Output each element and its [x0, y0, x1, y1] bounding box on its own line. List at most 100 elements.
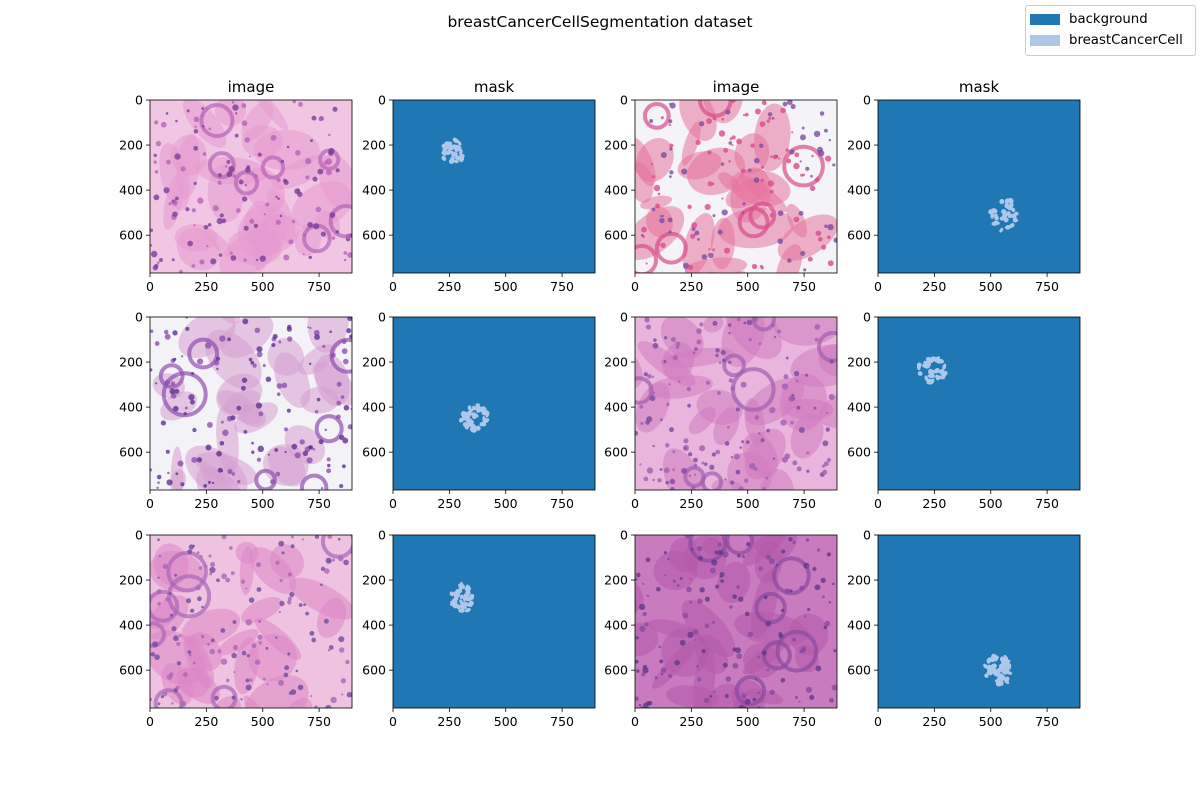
tissue-nucleus	[771, 117, 775, 120]
tissue-nucleus	[706, 118, 712, 124]
tissue-nucleus	[667, 217, 673, 223]
tissue-stroma	[681, 121, 701, 166]
tissue-nucleus	[658, 243, 661, 246]
tissue-nucleus	[347, 317, 352, 322]
tissue-nucleus	[255, 258, 259, 262]
tissue-nucleus	[199, 259, 205, 265]
tissue-nucleus	[672, 579, 677, 583]
tissue-nucleus	[332, 106, 338, 112]
tissue-nucleus	[209, 572, 213, 576]
tissue-nucleus	[307, 221, 313, 228]
x-tick-label: 250	[679, 714, 703, 729]
y-tick-label: 0	[620, 528, 628, 543]
x-tick-label: 0	[874, 714, 882, 729]
tissue-nucleus	[220, 628, 226, 633]
tissue-nucleus	[781, 383, 789, 390]
tissue-nucleus	[251, 450, 255, 454]
tissue-nucleus	[654, 676, 658, 680]
tissue-nucleus	[232, 174, 237, 178]
tissue-nucleus	[201, 605, 204, 609]
tissue-nucleus	[827, 260, 834, 267]
tissue-nucleus	[308, 362, 312, 366]
tissue-nucleus	[701, 649, 706, 654]
panel-1-4: 0 250 500 750 0 200 400 600 mask	[847, 78, 1081, 294]
tissue-nucleus	[650, 163, 654, 166]
tissue-nucleus	[166, 674, 173, 680]
tissue-nucleus	[206, 421, 213, 428]
tissue-gland	[688, 535, 728, 563]
tissue-nucleus	[649, 395, 656, 402]
tissue-nucleus	[216, 450, 222, 457]
tissue-nucleus	[227, 469, 233, 475]
tissue-nucleus	[271, 343, 276, 348]
cell-mark	[990, 208, 998, 214]
x-tick-label: 0	[631, 279, 639, 294]
tissue-nucleus	[343, 559, 349, 566]
tissue-nucleus	[290, 535, 294, 539]
tissue-nucleus	[164, 333, 171, 340]
tissue-nucleus	[188, 653, 192, 657]
tissue-nucleus	[814, 584, 821, 591]
panel-title: mask	[474, 78, 515, 96]
tissue-nucleus	[741, 440, 745, 444]
tissue-nucleus	[327, 463, 331, 468]
tissue-nucleus	[168, 592, 172, 595]
tissue-nucleus	[191, 264, 196, 268]
x-tick-label: 250	[679, 279, 703, 294]
x-tick-label: 0	[146, 496, 154, 511]
tissue-nucleus	[254, 327, 261, 334]
tissue-stroma	[742, 535, 792, 567]
tissue-nucleus	[793, 162, 800, 170]
tissue-nucleus	[216, 218, 223, 225]
tissue-nucleus	[821, 464, 826, 468]
tissue-nucleus	[683, 438, 689, 444]
tissue-nucleus	[262, 677, 266, 681]
y-tick-label: 600	[604, 445, 628, 460]
x-tick-label: 250	[437, 714, 461, 729]
tissue-nucleus	[660, 242, 666, 248]
tissue-gland	[654, 231, 688, 265]
x-tick-label: 500	[494, 714, 518, 729]
tissue-nucleus	[749, 463, 756, 470]
tissue-nucleus	[342, 358, 349, 365]
tissue-nucleus	[688, 264, 694, 270]
tissue-nucleus	[718, 361, 722, 365]
mask-background	[878, 535, 1080, 708]
tissue-nucleus	[640, 706, 644, 708]
tissue-nucleus	[737, 554, 741, 558]
tissue-nucleus	[241, 120, 248, 127]
tissue-stroma	[248, 634, 298, 682]
y-tick-label: 200	[362, 138, 386, 153]
y-tick-label: 0	[378, 93, 386, 108]
cell-mark	[482, 415, 486, 423]
tissue-nucleus	[154, 120, 159, 125]
tissue-nucleus	[778, 632, 783, 636]
tissue-nucleus	[290, 544, 295, 549]
tissue-nucleus	[652, 342, 659, 349]
tissue-nucleus	[254, 659, 261, 665]
tissue-nucleus	[157, 601, 162, 606]
tissue-nucleus	[722, 662, 728, 668]
tissue-nucleus	[712, 116, 717, 121]
cell-mark	[995, 671, 1001, 676]
tissue-nucleus	[770, 155, 773, 158]
tissue-nucleus	[171, 626, 177, 632]
tissue-nucleus	[325, 704, 332, 708]
tissue-nucleus	[714, 550, 719, 555]
tissue-nucleus	[728, 141, 733, 145]
tissue-nucleus	[693, 463, 698, 468]
tissue-nucleus	[697, 677, 702, 682]
tissue-nucleus	[281, 551, 285, 555]
y-tick-label: 600	[847, 228, 871, 243]
tissue-nucleus	[199, 554, 203, 558]
tissue-nucleus	[752, 317, 759, 322]
tissue-nucleus	[205, 342, 212, 349]
tissue-nucleus	[760, 165, 765, 169]
tissue-nucleus	[669, 143, 674, 148]
tissue-nucleus	[205, 444, 212, 451]
tissue-nucleus	[635, 578, 638, 581]
tissue-nucleus	[639, 404, 644, 409]
y-tick-label: 400	[847, 400, 871, 415]
tissue-nucleus	[743, 478, 749, 483]
tissue-nucleus	[674, 659, 680, 666]
